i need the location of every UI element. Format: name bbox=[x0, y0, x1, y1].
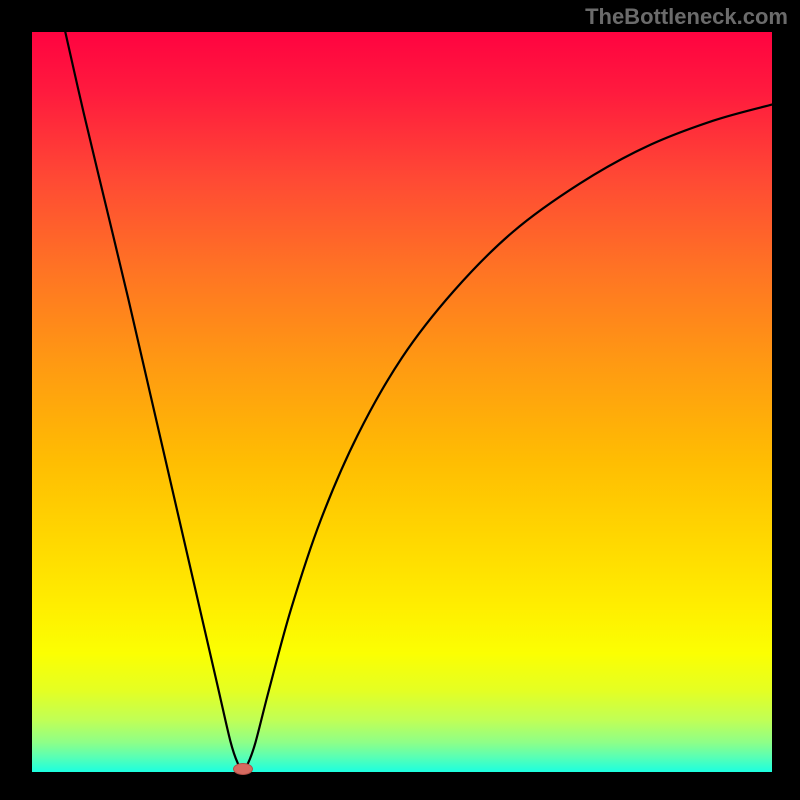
curve-path bbox=[65, 32, 772, 769]
optimal-point-marker bbox=[233, 763, 253, 775]
chart-container: TheBottleneck.com bbox=[0, 0, 800, 800]
plot-area bbox=[32, 32, 772, 772]
watermark-text: TheBottleneck.com bbox=[585, 4, 788, 30]
bottleneck-curve bbox=[32, 32, 772, 772]
